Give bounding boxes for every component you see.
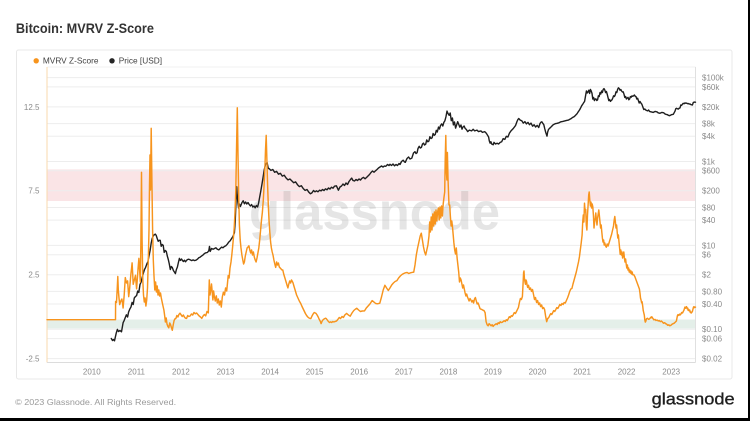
svg-text:© 2023 Glassnode. All Rights R: © 2023 Glassnode. All Rights Reserved.	[15, 397, 176, 407]
svg-text:$0.02: $0.02	[702, 355, 723, 364]
svg-text:MVRV Z-Score: MVRV Z-Score	[43, 56, 99, 66]
svg-text:2012: 2012	[172, 368, 190, 377]
svg-text:2010: 2010	[83, 368, 101, 377]
svg-text:2019: 2019	[484, 368, 502, 377]
svg-text:$4k: $4k	[702, 132, 716, 141]
svg-text:$600: $600	[702, 167, 720, 176]
svg-text:2017: 2017	[395, 368, 413, 377]
svg-text:2021: 2021	[573, 368, 591, 377]
svg-text:-2.5: -2.5	[26, 355, 40, 364]
svg-text:2023: 2023	[662, 368, 680, 377]
svg-text:2018: 2018	[440, 368, 458, 377]
svg-text:glassnode: glassnode	[652, 390, 735, 409]
svg-text:Price [USD]: Price [USD]	[119, 56, 162, 66]
svg-text:$200: $200	[702, 187, 720, 196]
svg-text:$0.80: $0.80	[702, 287, 723, 296]
svg-text:12.5: 12.5	[24, 103, 40, 112]
svg-text:7.5: 7.5	[28, 187, 40, 196]
svg-text:$6: $6	[702, 251, 711, 260]
svg-text:2020: 2020	[529, 368, 547, 377]
svg-text:2014: 2014	[261, 368, 279, 377]
svg-text:$80: $80	[702, 203, 716, 212]
svg-text:$0.40: $0.40	[702, 300, 723, 309]
svg-text:$0.10: $0.10	[702, 325, 723, 334]
svg-text:$100k: $100k	[702, 74, 725, 83]
svg-text:2016: 2016	[350, 368, 368, 377]
svg-text:$1k: $1k	[702, 157, 716, 166]
svg-text:Bitcoin: MVRV Z-Score: Bitcoin: MVRV Z-Score	[16, 20, 154, 36]
svg-text:$40: $40	[702, 216, 716, 225]
svg-text:$10: $10	[702, 241, 716, 250]
svg-text:$20k: $20k	[702, 103, 720, 112]
svg-text:2.5: 2.5	[28, 271, 40, 280]
svg-text:2011: 2011	[128, 368, 146, 377]
svg-text:$2: $2	[702, 271, 711, 280]
svg-text:2022: 2022	[618, 368, 636, 377]
svg-text:2015: 2015	[306, 368, 324, 377]
svg-text:2013: 2013	[217, 368, 235, 377]
svg-text:$8k: $8k	[702, 120, 716, 129]
svg-text:$0.06: $0.06	[702, 335, 723, 344]
svg-text:$60k: $60k	[702, 83, 720, 92]
svg-text:glassnode: glassnode	[249, 182, 500, 241]
